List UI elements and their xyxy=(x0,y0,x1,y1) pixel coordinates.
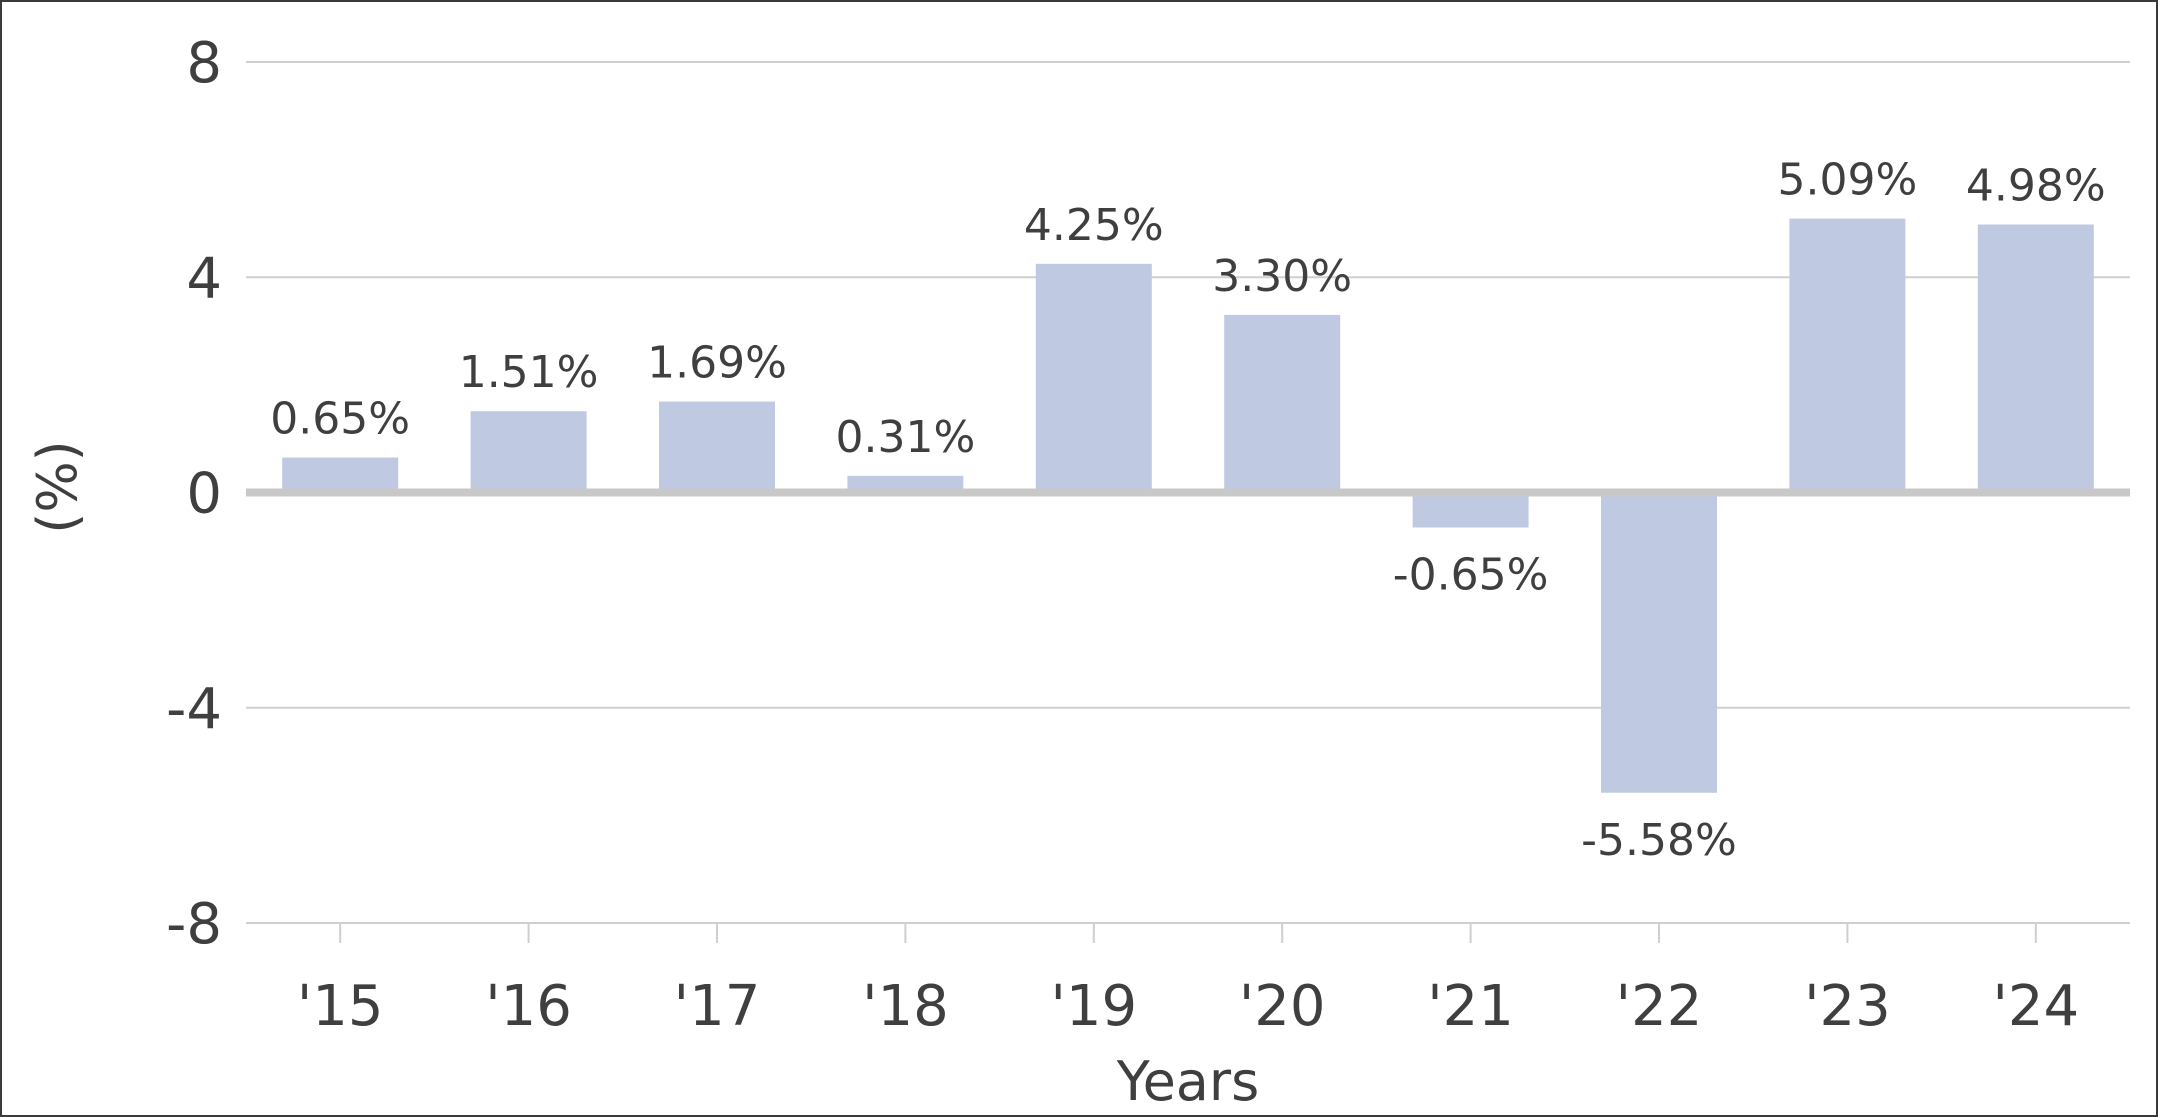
x-tick-label: '16 xyxy=(485,974,572,1039)
data-label: 0.31% xyxy=(836,412,976,463)
data-label: 4.25% xyxy=(1024,200,1164,251)
x-tick-label: '17 xyxy=(674,974,761,1039)
bar xyxy=(1412,492,1529,528)
data-label: 3.30% xyxy=(1212,251,1352,302)
y-tick-label: 4 xyxy=(186,246,222,311)
y-tick-label: -8 xyxy=(166,892,222,957)
data-label: 1.69% xyxy=(647,338,787,389)
x-tick-label: '24 xyxy=(1992,974,2079,1039)
bar xyxy=(847,475,964,493)
bar xyxy=(1977,224,2094,493)
data-label: -5.58% xyxy=(1581,815,1737,866)
bar xyxy=(1601,492,1717,793)
x-tick-label: '18 xyxy=(862,974,949,1039)
bar xyxy=(659,401,775,493)
data-labels: 0.65% 1.51% 1.69% 0.31% 4.25% 3.30% -0.65% -5.5… xyxy=(270,155,2105,866)
bar xyxy=(1035,263,1152,493)
data-label: 1.51% xyxy=(459,347,599,398)
x-tick-label: '21 xyxy=(1427,974,1514,1039)
x-tick-label: '23 xyxy=(1804,974,1891,1039)
bar xyxy=(470,411,587,493)
data-label: 4.98% xyxy=(1966,161,2106,212)
x-tick-label: '15 xyxy=(297,974,384,1039)
bar xyxy=(1224,314,1341,493)
data-label: 5.09% xyxy=(1778,155,1918,206)
x-tick-label: '20 xyxy=(1239,974,1326,1039)
data-label: -0.65% xyxy=(1393,549,1549,600)
bar xyxy=(1789,218,1906,493)
axes: 8 4 0 -4 -8 '15 '16 '17 '18 '19 '20 '21 '22 '23 '24 xyxy=(166,31,2130,1039)
x-tick-label: '22 xyxy=(1616,974,1703,1039)
y-tick-label: 0 xyxy=(186,462,222,527)
y-tick-label: -4 xyxy=(166,677,222,742)
bar xyxy=(282,457,399,493)
y-axis-title: (%) xyxy=(26,440,89,533)
bars xyxy=(282,218,2094,793)
y-tick-label: 8 xyxy=(186,31,222,96)
x-tick-label: '19 xyxy=(1050,974,1137,1039)
x-axis-title: Years xyxy=(1116,1050,1259,1113)
data-label: 0.65% xyxy=(270,394,410,445)
